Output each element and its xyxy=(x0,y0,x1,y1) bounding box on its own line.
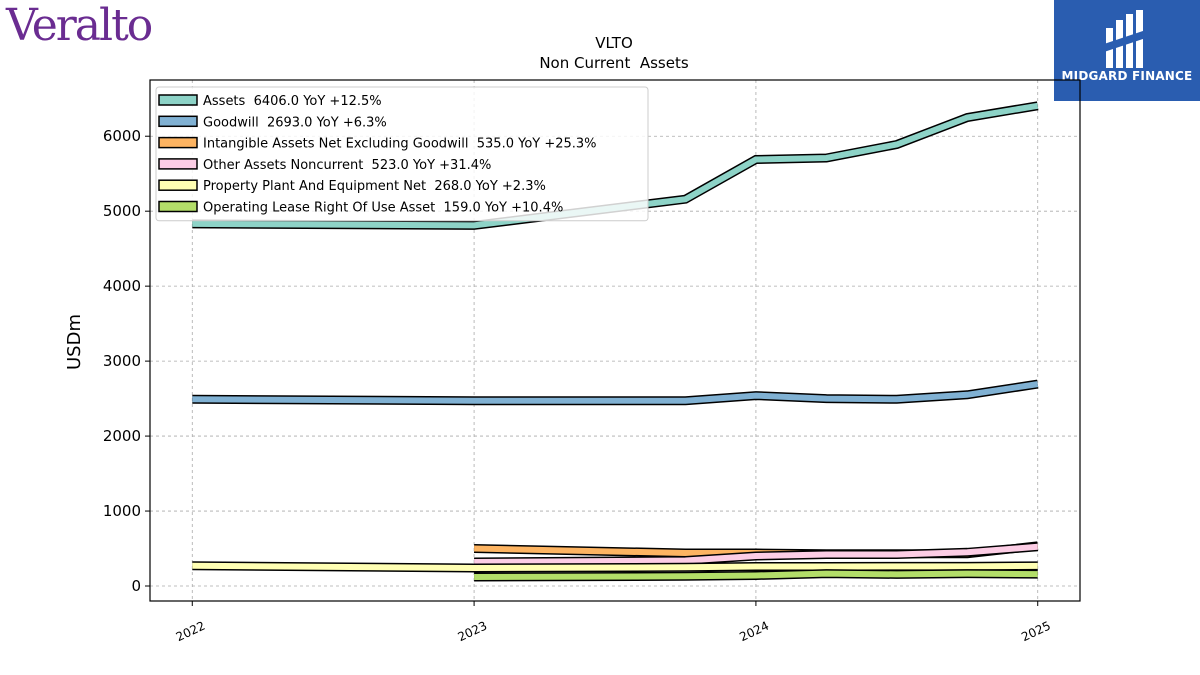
x-tick-label: 2022 xyxy=(174,619,208,645)
legend-entry: Other Assets Noncurrent 523.0 YoY +31.4% xyxy=(203,158,491,173)
y-tick-label: 0 xyxy=(131,577,141,595)
brand-logo: Veralto xyxy=(6,0,153,51)
legend-box xyxy=(155,86,649,222)
plot-frame xyxy=(149,79,1081,602)
y-tick-label: 3000 xyxy=(103,352,141,370)
series-lines xyxy=(192,101,1039,582)
x-tick-label: 2024 xyxy=(737,619,771,645)
legend-entry: Property Plant And Equipment Net 268.0 Y… xyxy=(203,179,546,194)
legend-entry: Goodwill 2693.0 YoY +6.3% xyxy=(203,115,387,130)
y-axis-label: USDm xyxy=(64,314,85,370)
legend-entry: Operating Lease Right Of Use Asset 159.0… xyxy=(203,201,563,216)
series-line-5 xyxy=(474,570,1038,580)
chart-title: VLTO xyxy=(595,34,633,52)
x-tick-label: 2023 xyxy=(456,619,490,645)
series-line-4 xyxy=(192,562,1038,572)
legend-swatch xyxy=(158,179,198,191)
y-tick-label: 4000 xyxy=(103,277,141,295)
y-tick-label: 5000 xyxy=(103,202,141,220)
legend-entry: Intangible Assets Net Excluding Goodwill… xyxy=(203,137,597,152)
series-line-1 xyxy=(192,381,1039,404)
series-line-3 xyxy=(474,543,1038,565)
x-tick-label: 2025 xyxy=(1019,619,1053,645)
badge-name: MIDGARD FINANCE xyxy=(1061,69,1193,83)
legend-entry: Assets 6406.0 YoY +12.5% xyxy=(203,94,382,109)
legend: Assets 6406.0 YoY +12.5% Goodwill 2693.0 … xyxy=(155,86,649,222)
legend-swatch xyxy=(158,136,198,149)
y-tick-label: 1000 xyxy=(103,502,141,520)
finance-badge: MIDGARD FINANCE xyxy=(1054,0,1200,101)
legend-swatch xyxy=(158,115,198,128)
badge-emblem-icon xyxy=(1104,10,1146,68)
y-tick-label: 6000 xyxy=(103,127,141,145)
chart-subtitle: Non Current Assets xyxy=(539,54,689,72)
y-tick-label: 2000 xyxy=(103,427,141,445)
legend-swatch xyxy=(158,158,198,170)
legend-swatch xyxy=(158,94,198,106)
legend-swatch xyxy=(158,200,198,213)
